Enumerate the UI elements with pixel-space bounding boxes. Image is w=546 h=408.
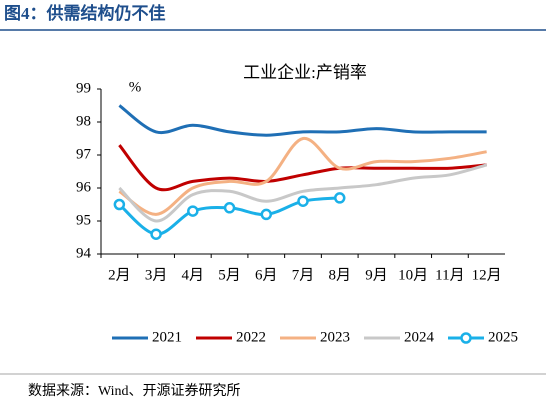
point-marker: [113, 198, 126, 211]
legend-label: 2024: [404, 329, 435, 345]
point-marker: [297, 195, 309, 207]
legend-label: 2025: [488, 329, 518, 345]
x-tick-label: 7月: [292, 267, 315, 283]
x-tick-label: 9月: [365, 267, 388, 283]
x-tick-label: 5月: [218, 267, 241, 283]
y-tick-label: 94: [76, 245, 92, 261]
x-tick-label: 2月: [108, 267, 131, 283]
legend-label: 2021: [152, 329, 182, 345]
point-marker: [333, 192, 346, 204]
figure-title: 图4：供需结构仍不佳: [4, 3, 166, 23]
x-tick-label: 6月: [255, 267, 278, 283]
series-line: [118, 104, 487, 137]
legend-marker: [460, 332, 472, 344]
y-tick-label: 98: [76, 113, 91, 129]
x-tick-label: 8月: [328, 267, 351, 283]
x-tick-label: 10月: [398, 267, 428, 283]
x-tick-label: 11月: [435, 267, 464, 283]
series-line: [118, 163, 488, 223]
legend-label: 2023: [320, 329, 350, 345]
y-tick-label: 97: [76, 146, 92, 162]
y-unit: %: [129, 79, 142, 95]
point-marker: [150, 228, 162, 240]
point-marker: [223, 202, 236, 214]
series-line: [118, 144, 487, 192]
x-tick-label: 12月: [472, 267, 502, 283]
point-marker: [187, 205, 199, 217]
x-tick-label: 3月: [145, 267, 168, 283]
y-tick-label: 99: [76, 80, 91, 96]
x-tick-label: 4月: [182, 267, 205, 283]
legend-label: 2022: [236, 329, 266, 345]
y-tick-label: 95: [76, 212, 91, 228]
chart-title: 工业企业:产销率: [243, 63, 367, 82]
y-tick-label: 96: [76, 179, 92, 195]
point-marker: [260, 208, 273, 221]
series-line: [118, 137, 487, 216]
source: 数据来源：Wind、开源证券研究所: [28, 383, 241, 399]
